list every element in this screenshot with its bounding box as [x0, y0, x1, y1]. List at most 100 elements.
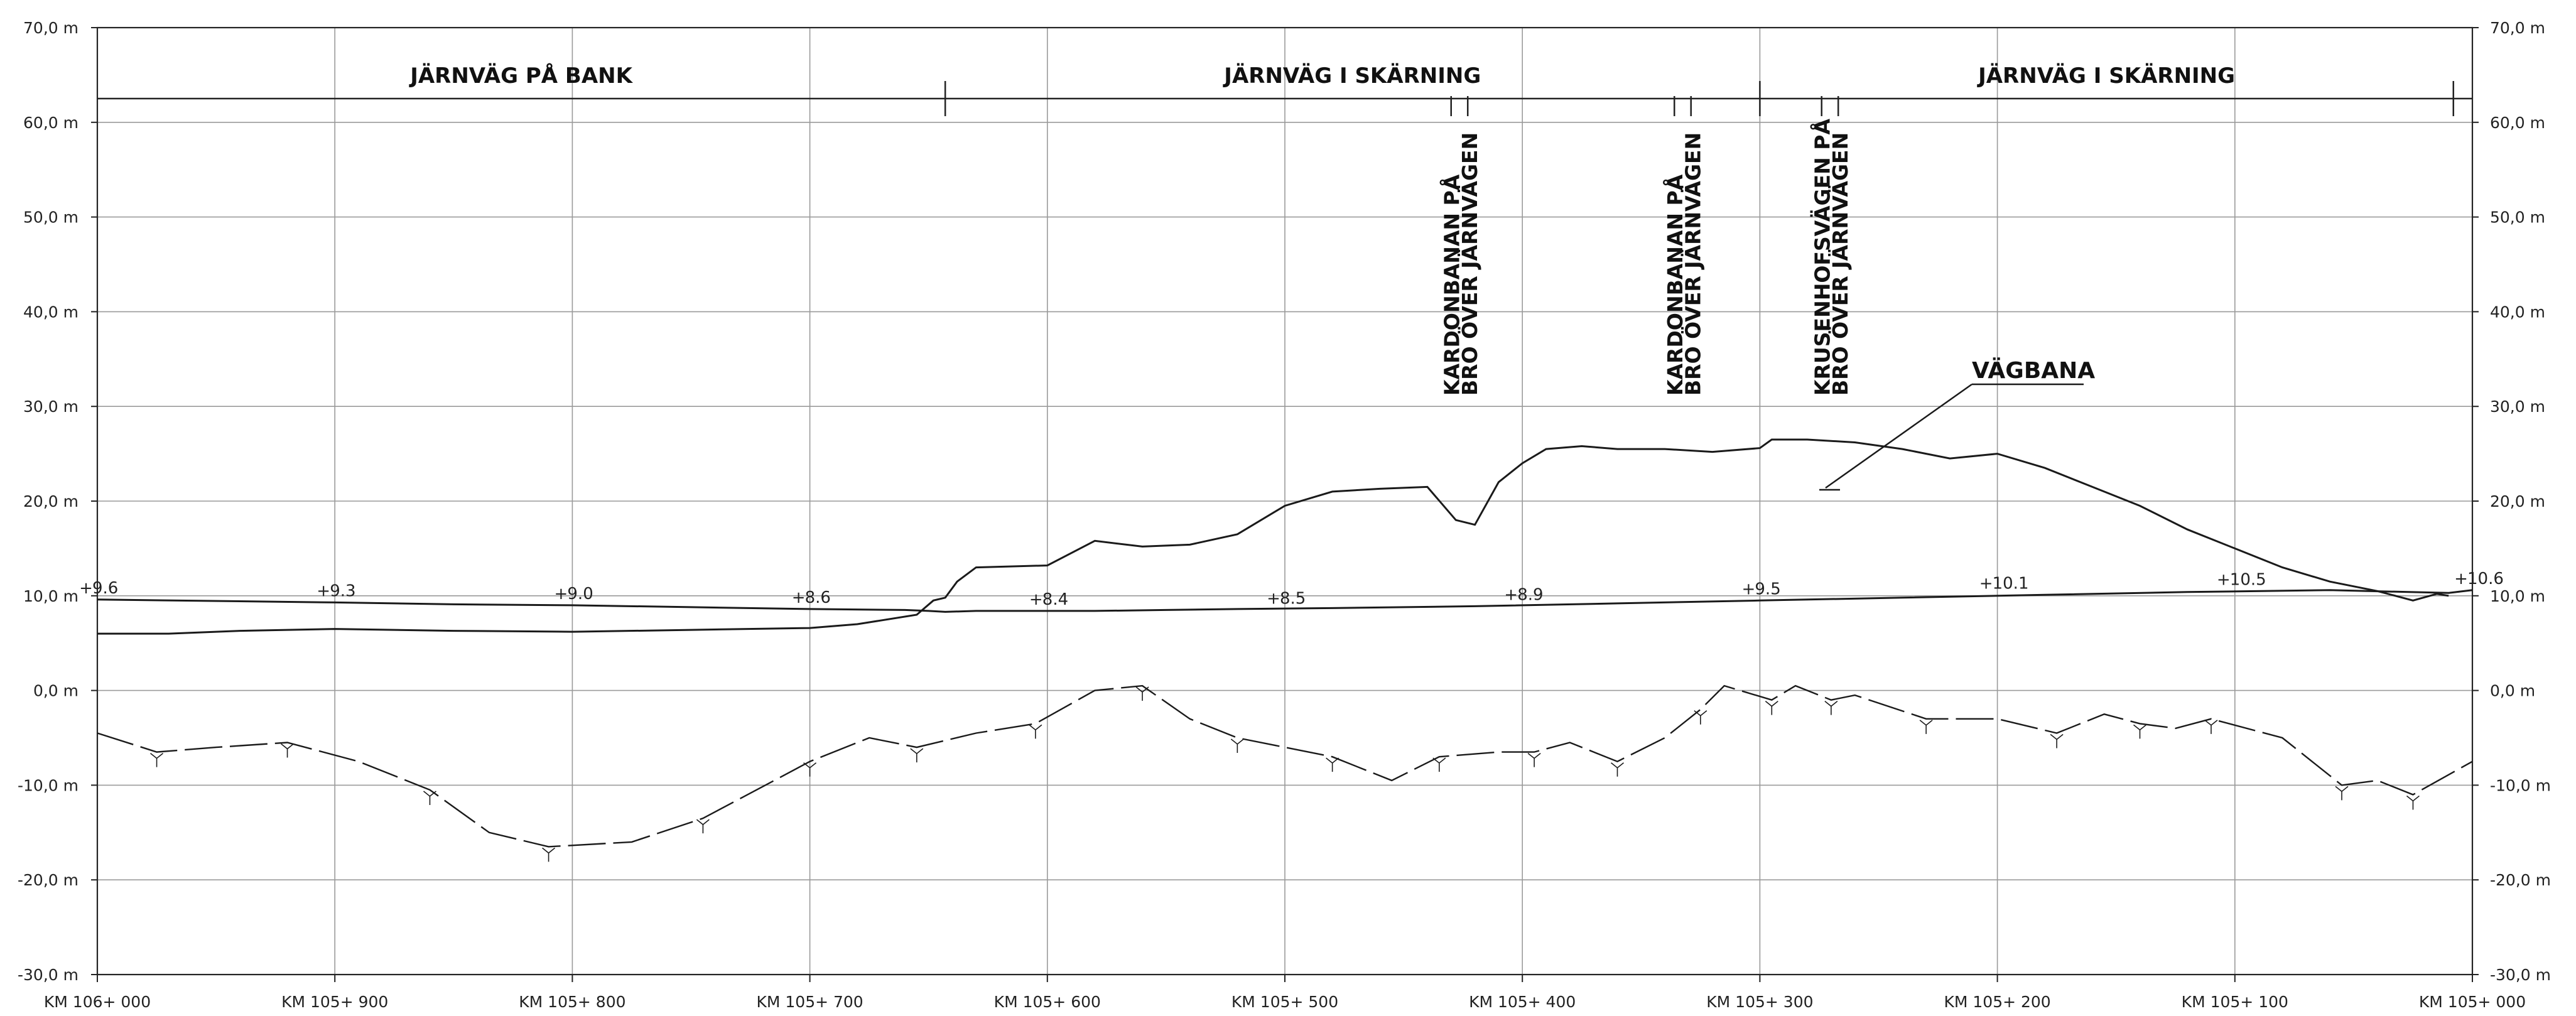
- level-point-label: 8.9: [1517, 585, 1543, 604]
- level-point-label: 9.5: [1755, 580, 1780, 598]
- grid-lines: [97, 27, 2473, 975]
- y-tick-label-left: -10,0 m: [18, 776, 78, 794]
- rock-hatch-mark: [1432, 757, 1446, 772]
- callout-label: VÄGBANA: [1972, 357, 2095, 384]
- rock-hatch-mark: [542, 847, 556, 862]
- rock-hatch-mark: [2335, 786, 2349, 801]
- level-point-marker: +: [555, 585, 568, 603]
- y-tick-label-right: -10,0 m: [2490, 776, 2551, 794]
- profile-line: [97, 438, 2449, 635]
- level-point-label: 10.1: [1993, 574, 2029, 593]
- x-tick-label: KM 105+ 300: [1706, 993, 1813, 1011]
- x-tick-label: KM 105+ 900: [281, 993, 388, 1011]
- level-point-marker: +: [1029, 590, 1043, 609]
- level-point-marker: +: [1267, 589, 1280, 608]
- x-tick-label: KM 105+ 800: [519, 993, 625, 1011]
- level-point-marker: +: [317, 581, 330, 600]
- section-label: JÄRNVÄG I SKÄRNING: [1977, 63, 2235, 89]
- level-point-label: 10.6: [2467, 570, 2504, 588]
- y-tick-label-left: 0,0 m: [33, 682, 78, 700]
- y-tick-label-right: 30,0 m: [2490, 397, 2545, 416]
- level-point-label: 10.5: [2230, 570, 2266, 589]
- level-point-marker: +: [1742, 580, 1756, 598]
- x-tick-label: KM 105+ 200: [1944, 993, 2050, 1011]
- y-tick-label-right: -30,0 m: [2490, 966, 2551, 984]
- section-label: JÄRNVÄG PÅ BANK: [409, 63, 633, 89]
- rock-hatch-mark: [1527, 752, 1541, 767]
- rock-hatch-mark: [2406, 795, 2420, 810]
- rock-hatch-mark: [1824, 701, 1838, 715]
- profile-lines: [97, 438, 2473, 862]
- x-tick-label: KM 105+ 400: [1469, 993, 1576, 1011]
- rock-hatch-mark: [910, 748, 924, 763]
- y-tick-label-right: 0,0 m: [2490, 682, 2535, 700]
- y-tick-label-right: 50,0 m: [2490, 208, 2545, 227]
- rock-hatch-mark: [1029, 724, 1042, 739]
- level-point-label: 9.6: [92, 579, 118, 598]
- y-tick-label-left: -30,0 m: [18, 966, 78, 984]
- level-point-marker: +: [79, 579, 93, 598]
- structure-label-line2: BRO ÖVER JÄRNVÄGEN: [1680, 132, 1706, 396]
- structure-label-line2: BRO ÖVER JÄRNVÄGEN: [1827, 132, 1853, 396]
- level-point-marker: +: [2454, 570, 2468, 588]
- rock-hatch-mark: [1765, 701, 1778, 715]
- bedrock-line: [97, 684, 2473, 848]
- structure-label-line1: KARDONBANAN PÅ: [1662, 174, 1687, 396]
- structure-label-line2: BRO ÖVER JÄRNVÄGEN: [1457, 132, 1482, 396]
- y-tick-label-right: -20,0 m: [2490, 871, 2551, 889]
- rock-hatch-mark: [1135, 686, 1149, 701]
- rock-hatch-mark: [2204, 720, 2218, 734]
- profile-line: [97, 589, 2473, 613]
- rock-hatch-mark: [2133, 724, 2147, 739]
- level-point-label: 8.4: [1042, 590, 1068, 609]
- level-point-marker: +: [2217, 570, 2231, 589]
- rock-hatch-mark: [281, 743, 295, 758]
- y-tick-label-left: 10,0 m: [23, 587, 78, 605]
- y-tick-label-right: 70,0 m: [2490, 19, 2545, 37]
- rock-hatch-mark: [1326, 757, 1339, 772]
- structure-label-line1: KRUSENHOFSVÄGEN PÅ: [1810, 119, 1835, 396]
- level-point-marker: +: [1504, 585, 1518, 604]
- y-axis: 70,0 m 70,0 m 60,0 m 60,0 m 50,0 m 50,0 m 40,0…: [18, 19, 2551, 984]
- level-point-label: 8.5: [1280, 589, 1306, 608]
- section-label: JÄRNVÄG I SKÄRNING: [1223, 63, 1481, 89]
- rock-hatch-mark: [696, 819, 710, 834]
- rock-hatch-mark: [1919, 720, 1933, 734]
- y-tick-label-left: -20,0 m: [18, 871, 78, 889]
- y-tick-label-left: 50,0 m: [23, 208, 78, 227]
- x-axis: KM 106+ 000 KM 105+ 900 KM 105+ 800 KM 105+…: [44, 975, 2526, 1011]
- x-tick-label: KM 105+ 700: [756, 993, 863, 1011]
- level-point-label: 9.0: [567, 585, 593, 603]
- rock-hatch-mark: [1694, 710, 1707, 725]
- rock-hatch-mark: [1230, 738, 1244, 753]
- level-point-label: 9.3: [330, 581, 355, 600]
- rock-hatch-mark: [150, 752, 164, 767]
- level-point-marker: +: [1979, 574, 1993, 593]
- level-point-label: 8.6: [805, 588, 831, 607]
- y-tick-label-left: 40,0 m: [23, 303, 78, 321]
- section-band: JÄRNVÄG PÅ BANK JÄRNVÄG I SKÄRNING JÄRNVÄG…: [97, 63, 2472, 116]
- structure-label-line1: KARDONBANAN PÅ: [1439, 174, 1464, 396]
- y-tick-label-right: 60,0 m: [2490, 114, 2545, 132]
- y-tick-label-right: 20,0 m: [2490, 492, 2545, 511]
- callout-leader: [1825, 383, 1973, 489]
- rock-hatch-mark: [1610, 762, 1624, 777]
- y-tick-label-left: 20,0 m: [23, 492, 78, 511]
- level-point-marker: +: [792, 588, 806, 607]
- x-tick-label: KM 105+ 600: [994, 993, 1101, 1011]
- rock-hatch-mark: [423, 791, 436, 805]
- x-tick-label: KM 105+ 500: [1231, 993, 1338, 1011]
- y-tick-label-left: 70,0 m: [23, 19, 78, 37]
- rock-hatch-mark: [2050, 733, 2064, 748]
- vagbana-callout: VÄGBANA: [1819, 357, 2095, 491]
- x-tick-label: KM 105+ 000: [2419, 993, 2526, 1011]
- y-tick-label-right: 10,0 m: [2490, 587, 2545, 605]
- y-tick-label-right: 40,0 m: [2490, 303, 2545, 321]
- level-points: +9.6 +9.3 +9.0 +8.6 +8.4 +8.5 +8.9 +9.5 +10.1 +10…: [79, 570, 2504, 609]
- rock-hatch-mark: [803, 762, 817, 777]
- y-tick-label-left: 60,0 m: [23, 114, 78, 132]
- x-tick-label: KM 106+ 000: [44, 993, 151, 1011]
- y-tick-label-left: 30,0 m: [23, 397, 78, 416]
- x-tick-label: KM 105+ 100: [2182, 993, 2288, 1011]
